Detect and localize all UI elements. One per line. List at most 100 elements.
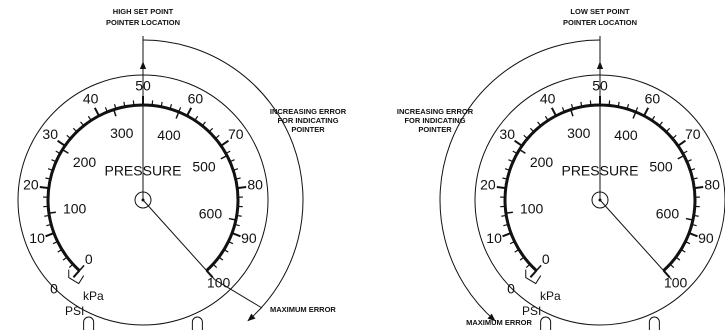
major-tick [45, 232, 55, 238]
major-tick [220, 139, 229, 147]
case-notch [540, 316, 552, 330]
major-tick [496, 185, 506, 190]
minor-tick [561, 107, 565, 113]
psi-label: 70 [685, 126, 701, 142]
minor-tick [691, 223, 697, 227]
kpa-tick [228, 217, 237, 221]
kpa-tick [113, 109, 117, 117]
kpa-tick [175, 111, 180, 119]
minor-tick [47, 168, 53, 171]
psi-label: 40 [83, 91, 99, 107]
kpa-label: 500 [192, 158, 216, 174]
psi-label: 70 [228, 126, 244, 142]
kpa-tick [519, 148, 526, 154]
error-arc [439, 39, 601, 322]
psi-label: 30 [42, 126, 58, 142]
psi-label: 20 [23, 177, 39, 193]
minor-tick [104, 107, 108, 113]
minor-tick [570, 103, 574, 110]
kpa-label: 500 [649, 158, 673, 174]
minor-tick [201, 121, 206, 127]
minor-tick [503, 223, 509, 227]
kpa-label: 400 [157, 127, 181, 143]
kpa-tick [535, 264, 542, 272]
minor-tick [519, 256, 525, 261]
major-tick [237, 185, 247, 190]
max-pointer [599, 199, 672, 280]
kpa-label: 0 [542, 251, 550, 267]
minor-tick [672, 134, 677, 139]
minor-tick [690, 168, 696, 171]
minor-tick [169, 103, 173, 110]
minor-tick [45, 177, 51, 180]
minor-tick [508, 159, 514, 163]
set-point-label: LOW SET POINT [570, 7, 630, 16]
kpa-label: 200 [73, 154, 97, 170]
psi-label: 80 [247, 177, 263, 193]
minor-tick [87, 115, 92, 121]
minor-tick [686, 159, 692, 163]
kpa-tick [48, 211, 56, 214]
kpa-tick [505, 211, 513, 214]
max-error-label: MAXIMUM ERROR [466, 318, 532, 327]
minor-tick [113, 103, 117, 110]
kpa-label: 100 [63, 200, 87, 216]
minor-tick [194, 115, 199, 121]
set-point-label: POINTER LOCATION [106, 18, 180, 27]
kpa-label: 400 [614, 127, 638, 143]
major-tick [694, 185, 704, 190]
minor-tick [669, 263, 675, 268]
minor-tick [523, 134, 528, 139]
kpa-label: 300 [110, 125, 134, 141]
error-label: FOR INDICATING [277, 116, 338, 125]
minor-tick [62, 256, 68, 261]
minor-tick [46, 223, 52, 227]
set-point-label: POINTER LOCATION [563, 18, 637, 27]
psi-label: 60 [645, 91, 661, 107]
minor-tick [66, 134, 71, 139]
minor-tick [537, 121, 542, 127]
max-error-label: MAXIMUM ERROR [270, 305, 336, 314]
major-tick [231, 232, 241, 238]
error-label: INCREASING ERROR [270, 107, 347, 116]
error-arc [142, 39, 304, 322]
psi-label: 0 [50, 281, 58, 297]
outer-unit: PSI [65, 304, 84, 318]
minor-tick [57, 249, 63, 253]
minor-tick [178, 107, 182, 113]
zero-bracket [525, 269, 542, 285]
minor-tick [680, 249, 686, 253]
psi-label: 80 [704, 177, 720, 193]
minor-tick [228, 240, 234, 245]
zero-bracket [68, 269, 85, 285]
psi-label: 90 [698, 230, 714, 246]
minor-tick [626, 103, 630, 110]
minor-tick [72, 127, 78, 133]
psi-label: 60 [188, 91, 204, 107]
minor-tick [218, 256, 224, 261]
minor-tick [44, 214, 50, 217]
minor-tick [635, 107, 639, 113]
kpa-tick [220, 154, 228, 160]
minor-tick [225, 150, 231, 155]
psi-label: 30 [499, 126, 515, 142]
minor-tick [544, 115, 549, 121]
kpa-label: 600 [656, 205, 680, 221]
minor-tick [233, 168, 239, 171]
minor-tick [665, 127, 671, 133]
psi-label: 10 [486, 230, 502, 246]
minor-tick [55, 150, 61, 155]
minor-tick [160, 101, 163, 107]
error-label: POINTER [291, 125, 325, 134]
minor-tick [52, 240, 58, 245]
case-notch [648, 316, 660, 330]
minor-tick [504, 168, 510, 171]
major-tick [72, 269, 81, 278]
psi-label: 20 [480, 177, 496, 193]
kpa-tick [677, 154, 685, 160]
minor-tick [68, 263, 74, 268]
case-notch [191, 316, 203, 330]
psi-label: 100 [207, 275, 231, 291]
minor-tick [208, 127, 214, 133]
